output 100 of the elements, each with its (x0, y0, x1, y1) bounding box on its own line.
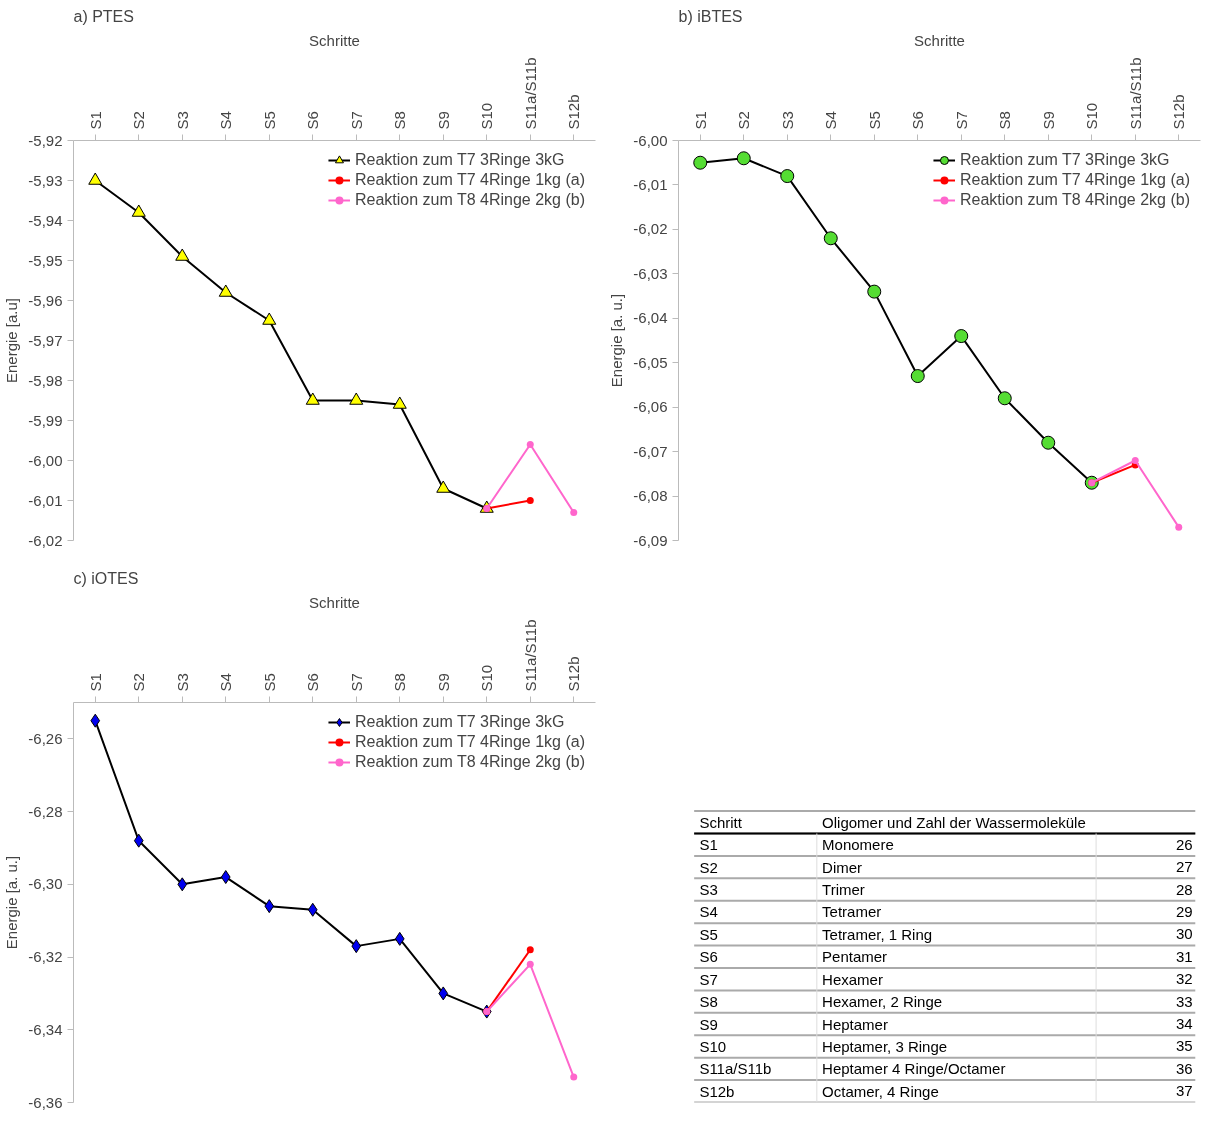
x-axis-title: Schritte (309, 594, 360, 612)
text: Monomere (822, 836, 894, 854)
text: Schritt (699, 813, 743, 831)
data-label: 32 (1175, 970, 1193, 988)
y-axis-title: Energie [a.u] (3, 297, 21, 384)
y-tick-label: -6,30 (28, 875, 63, 893)
text: Heptamer (822, 1015, 888, 1033)
x-tick-label: S12b (565, 656, 583, 692)
category-label: S12b (699, 1082, 735, 1100)
x-tick-label: S7 (347, 111, 365, 130)
text: Hexamer (822, 970, 883, 988)
legend-label: Reaktion zum T7 3Ringe 3kG (959, 151, 1170, 169)
y-tick-label: -6,08 (633, 487, 668, 505)
chart-title: a) PTES (73, 7, 134, 25)
y-axis-title: Energie [a. u.] (608, 293, 626, 388)
legend-label: Reaktion zum T7 4Ringe 1kg (a) (354, 733, 585, 751)
x-tick-label: S4 (217, 673, 235, 692)
category-label: S3 (699, 881, 718, 899)
x-tick-label: S3 (173, 111, 191, 130)
text: Octamer, 4 Ringe (822, 1082, 939, 1100)
data-label: 26 (1175, 835, 1193, 853)
y-tick-label: -6,34 (28, 1020, 63, 1038)
x-axis-title: Schritte (309, 32, 360, 50)
y-tick-label: -6,01 (28, 491, 63, 509)
text: Tetramer, 1 Ring (822, 925, 933, 943)
y-tick-label: -6,07 (633, 442, 668, 460)
x-tick-label: S9 (434, 673, 452, 692)
chart-title: c) iOTES (73, 569, 139, 587)
y-tick-label: -5,97 (28, 331, 63, 349)
x-tick-label: S8 (391, 673, 409, 692)
category-label: S1 (699, 836, 718, 854)
data-label: 30 (1175, 925, 1193, 943)
y-tick-label: -5,95 (28, 251, 63, 269)
x-tick-label: S5 (260, 673, 278, 692)
data-label: 37 (1175, 1082, 1193, 1100)
category-label: S7 (699, 970, 718, 988)
y-tick-label: -6,26 (28, 729, 63, 747)
x-axis-title: Schritte (914, 32, 965, 50)
x-tick-label: S11a/S11b (521, 619, 539, 692)
x-tick-label: S1 (86, 673, 104, 692)
category-label: S6 (699, 948, 718, 966)
category-label: S2 (699, 858, 718, 876)
y-tick-label: -6,02 (28, 531, 63, 549)
legend-label: Reaktion zum T7 3Ringe 3kG (354, 151, 565, 169)
data-label: 33 (1175, 992, 1193, 1010)
category-label: S11a/S11b (699, 1060, 772, 1078)
text: Pentamer (822, 948, 888, 966)
y-tick-label: -5,92 (28, 131, 63, 149)
x-tick-label: S9 (434, 111, 452, 130)
legend-label: Reaktion zum T7 3Ringe 3kG (354, 713, 565, 731)
y-tick-label: -5,93 (28, 171, 63, 189)
y-tick-label: -6,32 (28, 948, 63, 966)
category-label: S5 (699, 925, 718, 943)
category-label: S4 (699, 903, 718, 921)
x-tick-label: S6 (304, 673, 322, 692)
y-tick-label: -6,00 (633, 131, 668, 149)
text: Trimer (822, 881, 865, 899)
x-tick-label: S4 (217, 111, 235, 130)
text: Dimer (822, 858, 863, 876)
y-tick-label: -5,96 (28, 291, 63, 309)
y-tick-label: -5,94 (28, 211, 63, 229)
x-tick-label: S2 (130, 673, 148, 692)
y-tick-label: -6,03 (633, 264, 668, 282)
x-tick-label: S11a/S11b (1126, 57, 1144, 130)
text: Heptamer, 3 Ringe (822, 1037, 948, 1055)
x-tick-label: S1 (691, 111, 709, 130)
x-tick-label: S10 (478, 102, 496, 130)
x-tick-label: S2 (130, 111, 148, 130)
x-tick-label: S4 (822, 111, 840, 130)
legend-label: Reaktion zum T8 4Ringe 2kg (b) (959, 191, 1190, 209)
x-tick-label: S7 (952, 111, 970, 130)
x-tick-label: S8 (391, 111, 409, 130)
x-tick-label: S12b (1170, 94, 1188, 130)
x-tick-label: S1 (86, 111, 104, 130)
text: Tetramer (822, 903, 882, 921)
x-tick-label: S11a/S11b (521, 57, 539, 130)
data-label: 31 (1175, 947, 1193, 965)
text: Oligomer und Zahl der Wassermoleküle (822, 813, 1086, 831)
category-label: S9 (699, 1015, 718, 1033)
y-tick-label: -6,36 (28, 1093, 63, 1111)
y-axis-title: Energie [a. u.] (3, 855, 21, 950)
y-tick-label: -6,04 (633, 309, 668, 327)
y-tick-label: -5,99 (28, 411, 63, 429)
data-label: 28 (1175, 880, 1193, 898)
data-label: 36 (1175, 1059, 1193, 1077)
legend-label: Reaktion zum T7 4Ringe 1kg (a) (959, 171, 1190, 189)
chart-title: b) iBTES (678, 7, 743, 25)
x-tick-label: S2 (735, 111, 753, 130)
data-label: 29 (1175, 902, 1193, 920)
x-tick-label: S8 (996, 111, 1014, 130)
text: Heptamer 4 Ringe/Octamer (822, 1060, 1006, 1078)
y-tick-label: -6,06 (633, 398, 668, 416)
legend-label: Reaktion zum T8 4Ringe 2kg (b) (354, 191, 585, 209)
category-label: S10 (699, 1037, 727, 1055)
x-tick-label: S12b (565, 94, 583, 130)
x-tick-label: S3 (173, 673, 191, 692)
data-label: 35 (1175, 1037, 1193, 1055)
category-label: S8 (699, 993, 718, 1011)
y-tick-label: -6,28 (28, 802, 63, 820)
x-tick-label: S10 (1083, 102, 1101, 130)
